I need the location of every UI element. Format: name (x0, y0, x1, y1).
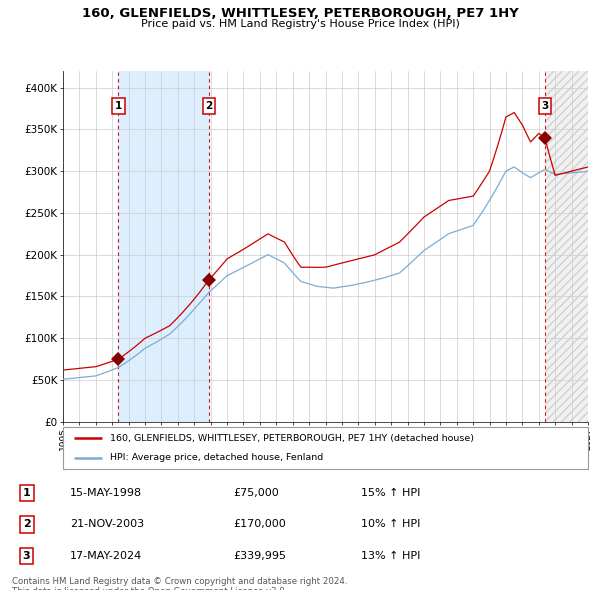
Bar (545, 71, 588, 422)
Text: £170,000: £170,000 (233, 519, 286, 529)
Text: Contains HM Land Registry data © Crown copyright and database right 2024.
This d: Contains HM Land Registry data © Crown c… (12, 577, 347, 590)
Text: 21-NOV-2003: 21-NOV-2003 (70, 519, 145, 529)
Text: HPI: Average price, detached house, Fenland: HPI: Average price, detached house, Fenl… (110, 453, 323, 462)
Text: 15% ↑ HPI: 15% ↑ HPI (361, 488, 421, 498)
FancyBboxPatch shape (63, 427, 588, 469)
Text: 15-MAY-1998: 15-MAY-1998 (70, 488, 142, 498)
Text: 1: 1 (115, 101, 122, 111)
Text: 160, GLENFIELDS, WHITTLESEY, PETERBOROUGH, PE7 1HY: 160, GLENFIELDS, WHITTLESEY, PETERBOROUG… (82, 7, 518, 20)
Text: 1: 1 (23, 488, 31, 498)
Text: 2: 2 (205, 101, 212, 111)
Text: 2: 2 (23, 519, 31, 529)
Text: 3: 3 (541, 101, 548, 111)
Text: 10% ↑ HPI: 10% ↑ HPI (361, 519, 421, 529)
Bar (118, 71, 209, 422)
Text: 17-MAY-2024: 17-MAY-2024 (70, 551, 142, 561)
Text: Price paid vs. HM Land Registry's House Price Index (HPI): Price paid vs. HM Land Registry's House … (140, 19, 460, 30)
Text: 160, GLENFIELDS, WHITTLESEY, PETERBOROUGH, PE7 1HY (detached house): 160, GLENFIELDS, WHITTLESEY, PETERBOROUG… (110, 434, 474, 442)
Text: £75,000: £75,000 (233, 488, 279, 498)
Text: 13% ↑ HPI: 13% ↑ HPI (361, 551, 421, 561)
Text: 3: 3 (23, 551, 31, 561)
Text: £339,995: £339,995 (233, 551, 286, 561)
